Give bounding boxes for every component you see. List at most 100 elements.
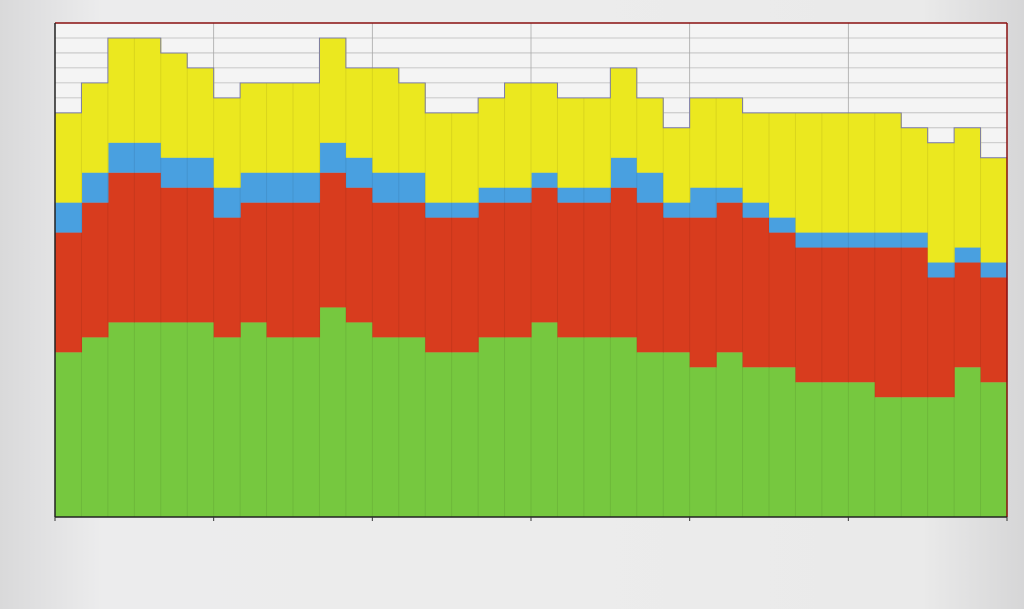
bar-segment [557,97,585,188]
bar-segment [531,172,559,188]
bar-segment [874,247,902,398]
bar-segment [240,202,268,323]
bar-segment [160,322,188,517]
bar-segment [504,337,532,517]
bar-segment [927,142,955,263]
bar-segment [795,112,823,233]
bar-segment [213,97,241,188]
bar-segment [293,172,321,203]
bar-segment [213,187,241,218]
bar-segment [954,262,982,368]
bar-segment [769,112,797,218]
bar-segment [240,322,268,517]
bar-segment [319,37,347,143]
bar-segment [874,232,902,248]
bar-segment [716,352,744,517]
bar-segment [319,142,347,173]
bar-segment [980,277,1008,383]
bar-segment [901,247,929,398]
bar-segment [821,247,849,383]
bar-segment [107,172,135,323]
bar-segment [821,382,849,517]
bar-segment [716,187,744,203]
bar-segment [954,367,982,517]
bar-segment [55,232,83,353]
bar-segment [266,337,294,517]
bar-segment [663,217,691,353]
bar-segment [451,112,479,203]
bar-segment [795,232,823,248]
bar-segment [107,37,135,143]
bar-segment [954,247,982,263]
bar-segment [636,172,664,203]
bar-segment [319,172,347,308]
bar-segment [583,187,611,203]
bar-segment [240,82,268,173]
bar-segment [557,187,585,203]
bar-segment [980,382,1008,517]
bar-segment [425,202,453,218]
bar-segment [689,367,717,517]
bar-segment [980,157,1008,263]
bar-segment [848,112,876,233]
bar-segment [610,337,638,517]
bar-segment [610,67,638,158]
bar-segment [398,202,426,338]
bar-segment [927,397,955,517]
bar-segment [478,202,506,338]
bar-segment [55,112,83,203]
bar-segment [557,337,585,517]
bar-segment [636,202,664,353]
bar-segment [160,187,188,323]
bar-segment [901,397,929,517]
bar-segment [795,247,823,383]
bar-segment [848,232,876,248]
bar-segment [293,82,321,173]
stack-top-outline [55,37,1007,159]
bar-segment [345,67,373,158]
bar-segment [134,172,162,323]
bar-segment [187,67,215,158]
bar-segment [716,202,744,353]
bar-segment [81,202,109,338]
bar-segment [372,67,400,173]
bar-segment [187,157,215,188]
bar-segment [557,202,585,338]
bar-segment [742,217,770,368]
bar-segment [372,202,400,338]
bar-segment [531,322,559,517]
bar-segment [81,337,109,517]
bar-segment [478,337,506,517]
bar-segment [398,172,426,203]
bar-segment [848,247,876,383]
bar-segment [901,127,929,233]
bar-segment [716,97,744,188]
bar-segment [451,202,479,218]
bar-segment [134,142,162,173]
bar-segment [874,397,902,517]
bar-segment [81,82,109,173]
bar-segment [901,232,929,248]
bar-segment [742,202,770,218]
bar-segment [240,172,268,203]
bar-segment [821,232,849,248]
bar-segment [266,172,294,203]
bar-segment [213,217,241,338]
bar-segment [398,337,426,517]
bar-segment [160,157,188,188]
bar-segment [478,97,506,188]
bar-segment [531,82,559,173]
bar-segment [504,82,532,188]
bar-segment [293,202,321,338]
bar-segment [795,382,823,517]
bar-segment [531,187,559,323]
bar-segment [636,352,664,517]
bar-segment [769,217,797,233]
bar-segment [874,112,902,233]
bar-segment [636,97,664,173]
bar-segment [187,187,215,323]
bar-segment [372,337,400,517]
bar-segment [980,262,1008,278]
bar-segment [425,352,453,517]
